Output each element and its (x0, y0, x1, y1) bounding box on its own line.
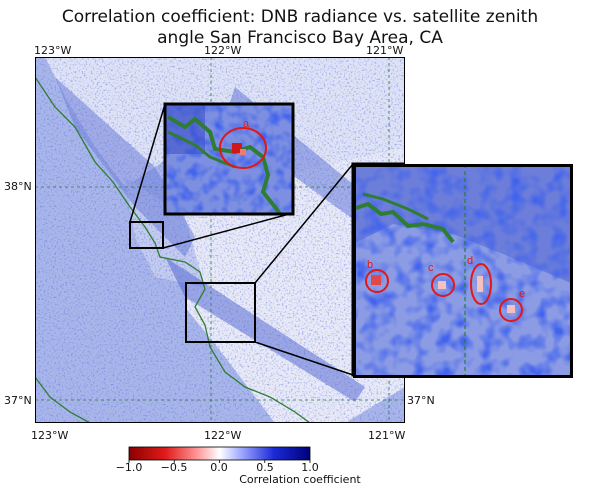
marker-d-label: d (467, 255, 473, 267)
lon-tick-bottom-123w: 123°W (31, 429, 69, 442)
lon-tick-top-123w: 123°W (34, 44, 72, 57)
lon-tick-top-121w: 121°W (366, 44, 404, 57)
connector-south-1 (254, 163, 354, 284)
colorbar-tick-0-5: 0.5 (256, 461, 274, 474)
source-box-north (129, 221, 164, 249)
correlation-map: a (35, 57, 405, 423)
connector-north-1 (129, 103, 166, 223)
colorbar (128, 446, 311, 463)
marker-e-circle (499, 298, 523, 322)
lon-tick-bottom-121w: 121°W (368, 429, 406, 442)
inset-south-overlay: b c d e (353, 164, 573, 378)
inset-south-frame (353, 164, 573, 378)
colorbar-tick-neg-1: −1.0 (115, 461, 143, 474)
colorbar-label: Correlation coefficient (239, 473, 361, 486)
lon-tick-bottom-122w: 122°W (204, 429, 242, 442)
lat-tick-left-37n: 37°N (4, 394, 32, 407)
marker-a-circle (219, 127, 267, 169)
marker-a-label: a (243, 118, 250, 130)
figure-title-line-1: Correlation coefficient: DNB radiance vs… (61, 7, 539, 27)
source-box-south (185, 282, 256, 343)
coastline-south (35, 376, 91, 423)
inset-south-coastline-2 (362, 192, 429, 221)
marker-d-circle (470, 263, 492, 305)
marker-e-label: e (519, 288, 525, 300)
marker-b-circle (365, 269, 389, 293)
colorbar-tick-neg-0-5: −0.5 (160, 461, 188, 474)
marker-c-label: c (428, 262, 434, 274)
lat-tick-right-37n: 37°N (407, 394, 435, 407)
lat-tick-left-38n: 38°N (4, 180, 32, 193)
connector-south-2 (254, 341, 354, 376)
inset-north-coastline-2 (167, 130, 236, 169)
lon-tick-top-122w: 122°W (204, 44, 242, 57)
marker-c-circle (431, 273, 455, 297)
figure-title-line-2: angle San Francisco Bay Area, CA (157, 28, 443, 48)
colorbar-tick-0: 0.0 (210, 461, 228, 474)
connector-north-2 (162, 212, 294, 249)
inset-south-coastline (353, 201, 455, 244)
colorbar-tick-1: 1.0 (301, 461, 319, 474)
marker-b-label: b (367, 259, 373, 271)
coastline (35, 76, 311, 423)
inset-north: a (163, 102, 295, 216)
